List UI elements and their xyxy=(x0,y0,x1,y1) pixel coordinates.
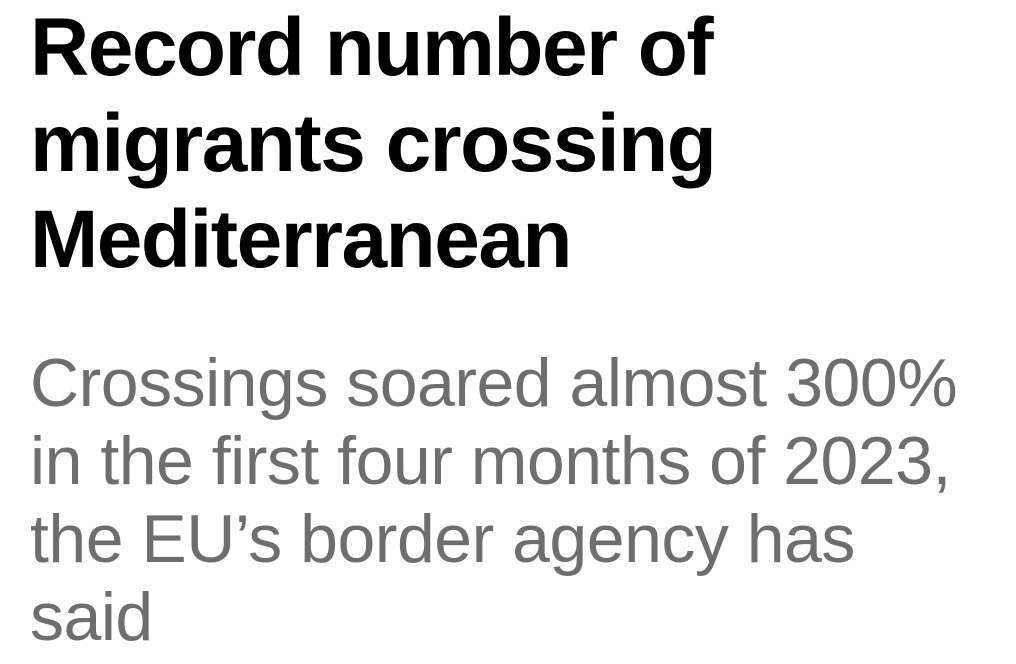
article-headline: Record number of migrants crossing Medit… xyxy=(30,2,717,285)
article-standfirst: Crossings soared almost 300% in the firs… xyxy=(30,345,958,655)
